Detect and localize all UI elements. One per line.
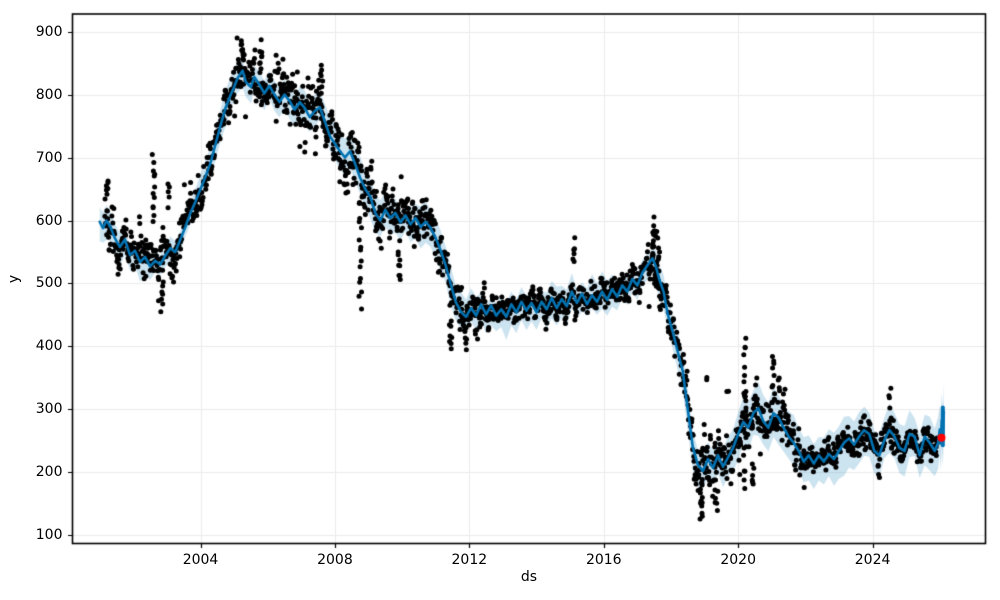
y-tick-label-100: 100 bbox=[35, 527, 63, 544]
x-tick-label-2012: 2012 bbox=[451, 551, 488, 568]
y-tick-label-200: 200 bbox=[35, 464, 63, 481]
y-tick-label-900: 900 bbox=[35, 23, 63, 40]
y-tick-label-300: 300 bbox=[35, 401, 63, 418]
x-tick-label-2016: 2016 bbox=[585, 551, 622, 568]
y-tick-label-800: 800 bbox=[35, 86, 63, 103]
x-tick-label-2008: 2008 bbox=[317, 551, 353, 568]
y-tick-label-500: 500 bbox=[35, 275, 63, 292]
x-tick-label-2024: 2024 bbox=[854, 551, 891, 568]
y-tick-label-700: 700 bbox=[35, 149, 63, 166]
y-tick-label-600: 600 bbox=[35, 212, 63, 229]
x-tick-label-2004: 2004 bbox=[182, 551, 219, 568]
y-tick-label-400: 400 bbox=[35, 338, 63, 355]
x-tick-label-2020: 2020 bbox=[720, 551, 756, 568]
y-axis-label: y bbox=[6, 274, 22, 284]
x-axis-label: ds bbox=[520, 569, 538, 585]
